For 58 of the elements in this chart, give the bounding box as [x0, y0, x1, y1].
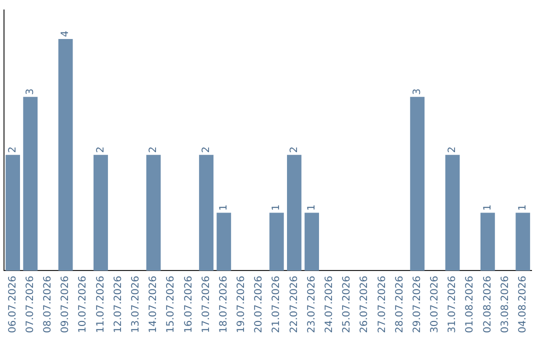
bar: [445, 154, 460, 271]
bar: [23, 96, 38, 271]
x-tick-label: 02.08.2026: [482, 276, 494, 334]
bar: [516, 212, 530, 271]
x-tick-label: 07.07.2026: [24, 276, 36, 334]
x-tick-label: 11.07.2026: [95, 276, 106, 334]
data-label: 3: [24, 88, 36, 95]
x-tick-label: 13.07.2026: [130, 276, 142, 334]
data-label: 1: [271, 204, 282, 211]
x-tick-label: 21.07.2026: [271, 276, 282, 334]
bar: [6, 154, 20, 271]
data-label: 4: [60, 30, 72, 37]
x-tick-label: 03.08.2026: [500, 276, 511, 334]
data-label: 2: [148, 146, 160, 153]
x-tick-label: 18.07.2026: [218, 276, 230, 334]
x-tick-label: 24.07.2026: [324, 276, 335, 334]
bar: [146, 154, 161, 271]
data-label: 1: [517, 204, 528, 211]
x-tick-label: 20.07.2026: [254, 276, 265, 334]
x-tick-label: 04.08.2026: [517, 276, 528, 334]
x-tick-label: 28.07.2026: [394, 276, 406, 334]
x-tick-label: 26.07.2026: [359, 276, 370, 334]
data-label: 2: [95, 146, 106, 153]
bar: [480, 212, 495, 271]
data-label: 1: [482, 204, 494, 211]
x-tick-label: 01.08.2026: [464, 276, 476, 334]
x-tick-label: 23.07.2026: [306, 276, 318, 334]
data-label: 2: [447, 146, 458, 153]
data-label: 2: [200, 146, 212, 153]
bar: [216, 212, 232, 271]
x-tick-label: 14.07.2026: [148, 276, 160, 334]
x-tick-label: 06.07.2026: [7, 276, 18, 334]
x-tick-label: 08.07.2026: [42, 276, 54, 334]
bar: [287, 154, 302, 271]
bar: [304, 212, 320, 271]
x-tick-label: 27.07.2026: [376, 276, 388, 334]
x-tick-label: 10.07.2026: [78, 276, 89, 334]
x-tick-label: 30.07.2026: [430, 276, 441, 334]
x-tick-label: 29.07.2026: [412, 276, 423, 334]
data-label: 2: [7, 146, 18, 153]
bar: [58, 38, 73, 271]
x-tick-label: 17.07.2026: [200, 276, 212, 334]
x-tick-label: 22.07.2026: [288, 276, 300, 334]
bar: [199, 154, 214, 271]
x-tick-label: 31.07.2026: [447, 276, 458, 334]
x-tick-label: 12.07.2026: [112, 276, 124, 334]
x-tick-label: 19.07.2026: [236, 276, 248, 334]
bar: [410, 96, 425, 271]
data-label: 2: [288, 146, 300, 153]
x-tick-label: 25.07.2026: [342, 276, 353, 334]
x-tick-label: 09.07.2026: [60, 276, 72, 334]
data-label: 1: [218, 204, 230, 211]
bar: [94, 154, 108, 271]
x-tick-label: 16.07.2026: [183, 276, 194, 334]
data-label: 3: [412, 88, 423, 95]
bar: [269, 212, 284, 271]
data-label: 1: [306, 204, 318, 211]
x-tick-label: 15.07.2026: [166, 276, 177, 334]
